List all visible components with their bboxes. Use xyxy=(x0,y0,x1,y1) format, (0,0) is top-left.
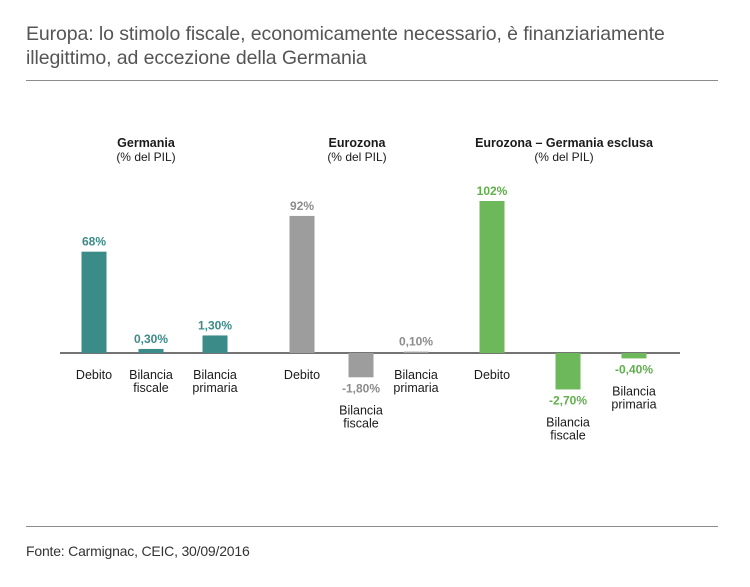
group-title: Eurozona xyxy=(329,136,387,150)
category-label: primaria xyxy=(393,381,438,395)
category-label: Bilancia xyxy=(193,368,237,382)
bar xyxy=(479,201,505,353)
bar-value-label: -0,40% xyxy=(615,362,653,376)
category-label: Debito xyxy=(474,368,510,382)
bar xyxy=(289,215,315,353)
chart-title: Europa: lo stimolo fiscale, economicamen… xyxy=(26,22,726,70)
category-label: Bilancia xyxy=(394,368,438,382)
bar-value-label: 68% xyxy=(82,235,106,249)
category-label: fiscale xyxy=(343,416,378,430)
bottom-divider xyxy=(26,526,718,527)
category-label: Bilancia xyxy=(129,368,173,382)
bar-value-label: 0,10% xyxy=(399,335,433,349)
group-title: Germania xyxy=(117,136,176,150)
category-label: Debito xyxy=(284,368,320,382)
group-title: Eurozona – Germania esclusa xyxy=(475,136,654,150)
category-label: Bilancia xyxy=(339,403,383,417)
group-subtitle: (% del PIL) xyxy=(327,150,386,164)
bar-value-label: -1,80% xyxy=(342,381,380,395)
category-label: Bilancia xyxy=(612,384,656,398)
bar-value-label: 92% xyxy=(290,199,314,213)
category-label: fiscale xyxy=(133,381,168,395)
category-label: Bilancia xyxy=(546,415,590,429)
bar-value-label: -2,70% xyxy=(549,393,587,407)
top-divider xyxy=(26,80,718,81)
bar xyxy=(348,353,374,378)
category-label: fiscale xyxy=(550,428,585,442)
bar xyxy=(138,348,164,353)
bar-value-label: 1,30% xyxy=(198,318,232,332)
group-subtitle: (% del PIL) xyxy=(116,150,175,164)
bar xyxy=(555,353,581,390)
bar xyxy=(81,251,107,353)
bar-value-label: 102% xyxy=(477,184,508,198)
bar xyxy=(621,353,647,359)
category-label: primaria xyxy=(192,381,237,395)
chart-title-line-2: illegittimo, ad eccezione della Germania xyxy=(26,47,367,69)
source-note: Fonte: Carmignac, CEIC, 30/09/2016 xyxy=(26,543,250,559)
category-label: primaria xyxy=(611,397,656,411)
bar xyxy=(403,351,429,353)
bar xyxy=(202,335,228,353)
group-subtitle: (% del PIL) xyxy=(534,150,593,164)
chart-title-line-1: Europa: lo stimolo fiscale, economicamen… xyxy=(26,23,665,45)
bar-value-label: 0,30% xyxy=(134,332,168,346)
category-label: Debito xyxy=(76,368,112,382)
